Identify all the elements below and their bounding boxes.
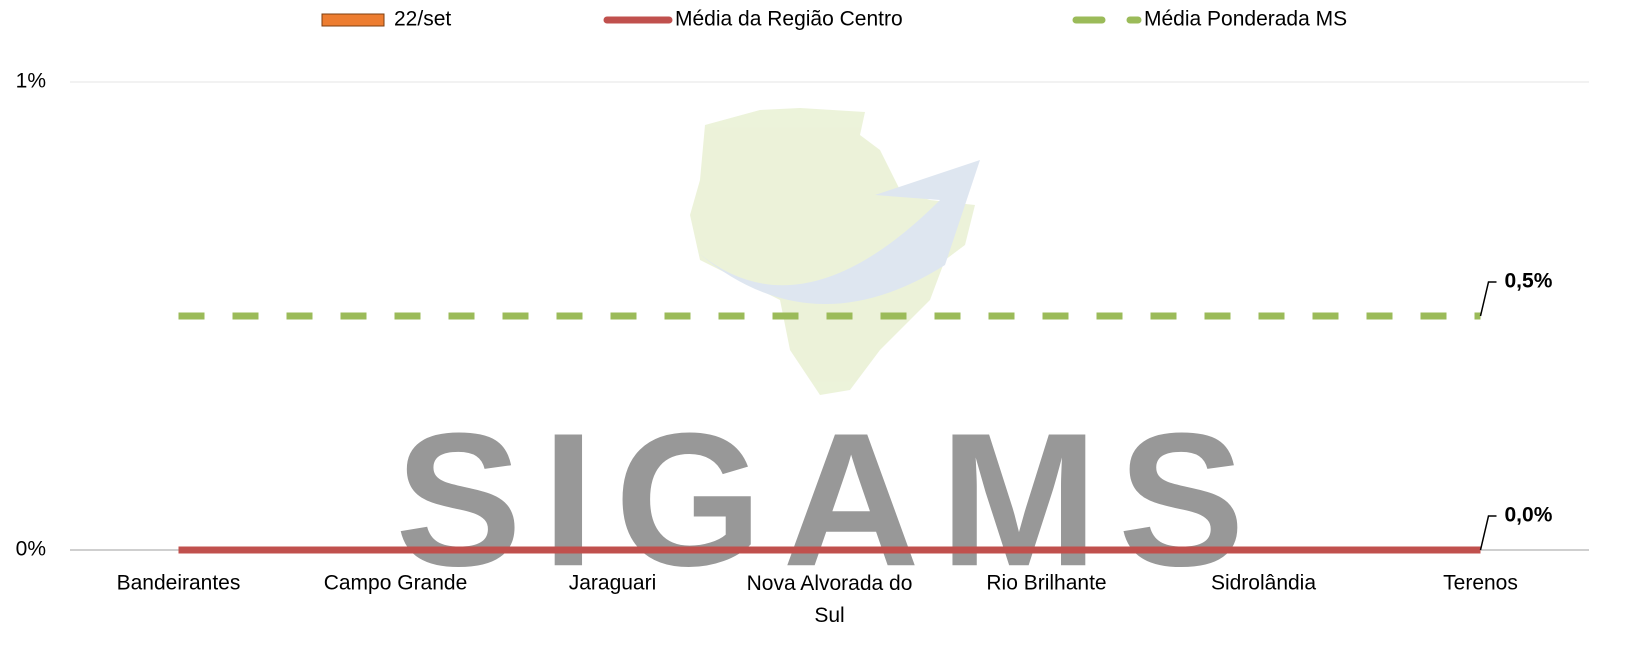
arrow-shape — [695, 160, 980, 305]
x-tick-label: Jaraguari — [569, 572, 657, 595]
data-label: 0,5% — [1505, 270, 1553, 293]
leader-line — [1479, 281, 1497, 317]
x-tick-label: Bandeirantes — [117, 572, 241, 595]
map-shape — [690, 108, 975, 395]
x-tick-label: Terenos — [1443, 572, 1518, 595]
legend-swatch — [321, 13, 385, 27]
legend-label: Média da Região Centro — [675, 8, 903, 31]
x-tick-label: Campo Grande — [324, 572, 468, 595]
y-tick-label: 1% — [16, 70, 46, 93]
y-tick-label: 0% — [16, 538, 46, 561]
legend-label: Média Ponderada MS — [1144, 8, 1347, 31]
legend-label: 22/set — [394, 8, 451, 31]
watermark-text: SIGAMS — [395, 394, 1265, 606]
watermark — [690, 108, 980, 395]
data-label: 0,0% — [1505, 504, 1553, 527]
leader-line — [1479, 515, 1497, 551]
x-tick-label: Rio Brilhante — [986, 572, 1106, 595]
x-tick-label: Nova Alvorada do Sul — [747, 572, 913, 627]
x-tick-label: Sidrolândia — [1211, 572, 1316, 595]
